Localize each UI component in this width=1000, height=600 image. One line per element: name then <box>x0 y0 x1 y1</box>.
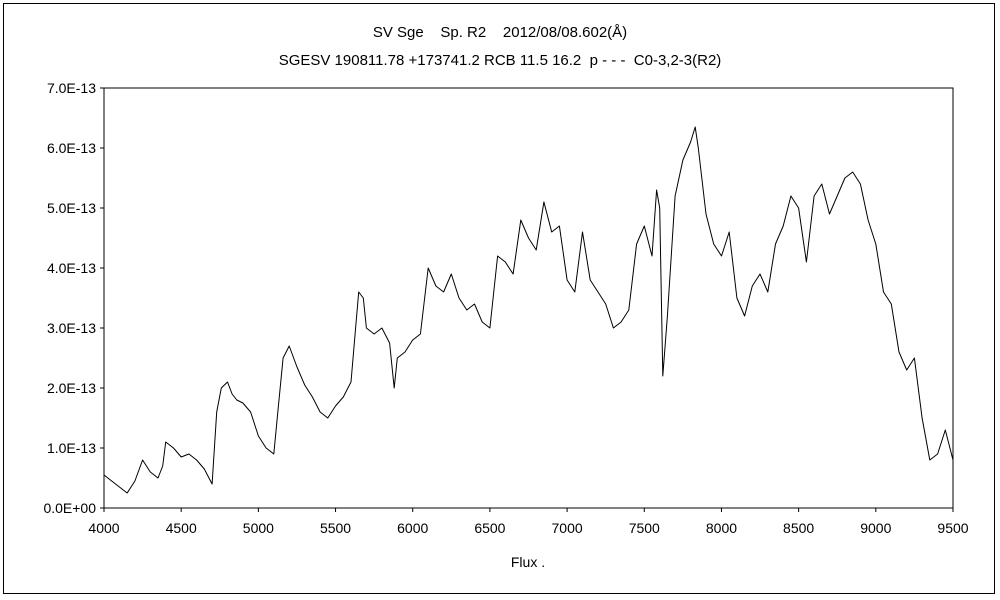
y-tick-label: 7.0E-13 <box>47 80 96 96</box>
x-axis: 4000 4500 5000 5500 6000 6500 7000 7500 8000 8500… <box>88 508 969 536</box>
x-tick-label: 6000 <box>397 520 428 536</box>
y-tick-label: 5.0E-13 <box>47 200 96 216</box>
y-tick-label: 3.0E-13 <box>47 320 96 336</box>
x-tick-label: 6500 <box>474 520 505 536</box>
y-axis: 0.0E+00 1.0E-13 2.0E-13 3.0E-13 4.0E-13 5.0E-… <box>43 80 104 516</box>
y-tick-label: 0.0E+00 <box>43 500 96 516</box>
x-tick-label: 8000 <box>706 520 737 536</box>
y-tick-label: 6.0E-13 <box>47 140 96 156</box>
x-tick-label: 7000 <box>552 520 583 536</box>
x-tick-label: 9000 <box>860 520 891 536</box>
chart-frame <box>3 3 995 594</box>
series-group <box>103 126 954 494</box>
y-tick-label: 1.0E-13 <box>47 440 96 456</box>
x-tick-label: 7500 <box>629 520 660 536</box>
y-tick-label: 2.0E-13 <box>47 380 96 396</box>
x-tick-label: 8500 <box>783 520 814 536</box>
x-tick-label: 4000 <box>88 520 119 536</box>
plot-area <box>103 87 954 509</box>
x-tick-label: 5000 <box>243 520 274 536</box>
chart-title-line-2: SGESV 190811.78 +173741.2 RCB 11.5 16.2 … <box>278 52 722 69</box>
y-tick-label: 4.0E-13 <box>47 260 96 276</box>
x-axis-label: Flux . <box>511 554 545 570</box>
spectrum-line <box>103 126 954 494</box>
chart-title-line-1: SV Sge Sp. R2 2012/08/08.602(Å) <box>372 24 628 41</box>
x-tick-label: 5500 <box>320 520 351 536</box>
x-tick-label: 9500 <box>937 520 968 536</box>
x-tick-label: 4500 <box>166 520 197 536</box>
